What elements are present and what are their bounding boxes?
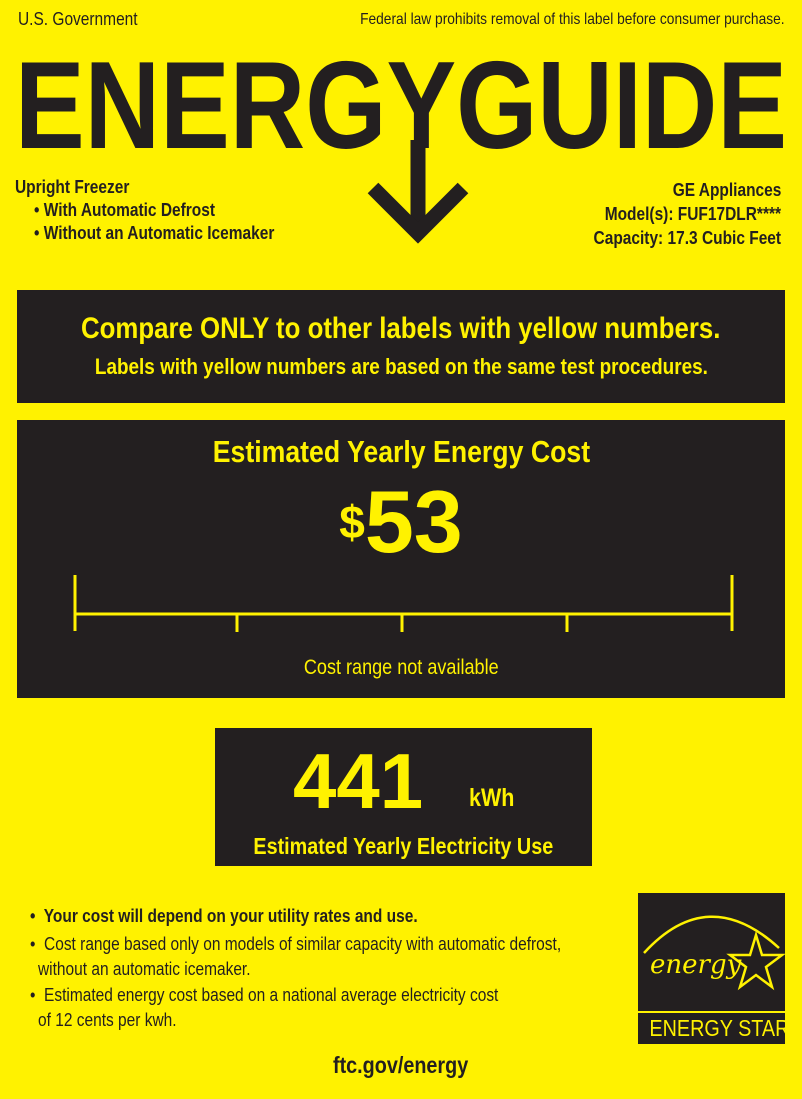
energy-cost-panel: Estimated Yearly Energy Cost $53 Cost ra… bbox=[17, 420, 785, 698]
feature-item: • With Automatic Defrost bbox=[34, 200, 216, 220]
note-item: • Estimated energy cost based on a natio… bbox=[30, 985, 499, 1005]
product-type: Upright Freezer bbox=[15, 177, 130, 197]
compare-line-2: Labels with yellow numbers are based on … bbox=[94, 354, 708, 379]
note-item: • Cost range based only on models of sim… bbox=[30, 934, 562, 954]
manufacturer: GE Appliances bbox=[672, 180, 781, 200]
energy-star-label: ENERGY STAR bbox=[649, 1015, 790, 1041]
svg-text:energy: energy bbox=[650, 950, 742, 980]
compare-line-1: Compare ONLY to other labels with yellow… bbox=[81, 312, 721, 345]
usage-label: Estimated Yearly Electricity Use bbox=[253, 833, 554, 859]
logo-divider bbox=[638, 1011, 785, 1013]
kwh-unit: kWh bbox=[469, 784, 515, 812]
cost-range-scale bbox=[73, 575, 734, 632]
energyguide-title: ENERGYGUIDE bbox=[15, 37, 787, 175]
model-number: Model(s): FUF17DLR**** bbox=[604, 204, 781, 224]
note-item-continued: of 12 cents per kwh. bbox=[38, 1010, 177, 1030]
ftc-link[interactable]: ftc.gov/energy bbox=[333, 1052, 469, 1078]
cost-value: $53 bbox=[17, 478, 785, 566]
capacity: Capacity: 17.3 Cubic Feet bbox=[593, 228, 781, 248]
energyguide-title-graphic: ENERGYGUIDE bbox=[15, 37, 787, 244]
cost-amount: 53 bbox=[364, 472, 463, 571]
issuer-text: U.S. Government bbox=[18, 9, 138, 29]
note-item: • Your cost will depend on your utility … bbox=[30, 906, 418, 926]
removal-notice: Federal law prohibits removal of this la… bbox=[360, 11, 785, 28]
kwh-value: 441 bbox=[293, 737, 424, 825]
compare-banner: Compare ONLY to other labels with yellow… bbox=[17, 290, 785, 403]
down-arrow-icon bbox=[367, 140, 469, 244]
cost-range-note: Cost range not available bbox=[303, 656, 499, 679]
feature-item: • Without an Automatic Icemaker bbox=[34, 223, 275, 243]
energy-star-icon: energy bbox=[643, 915, 785, 991]
note-item-continued: without an automatic icemaker. bbox=[38, 959, 251, 979]
cost-heading: Estimated Yearly Energy Cost bbox=[212, 434, 590, 469]
electricity-use-panel: 441 kWh Estimated Yearly Electricity Use bbox=[215, 728, 592, 866]
currency-symbol: $ bbox=[339, 496, 365, 548]
energy-star-logo: energy ENERGY STAR bbox=[638, 893, 790, 1044]
